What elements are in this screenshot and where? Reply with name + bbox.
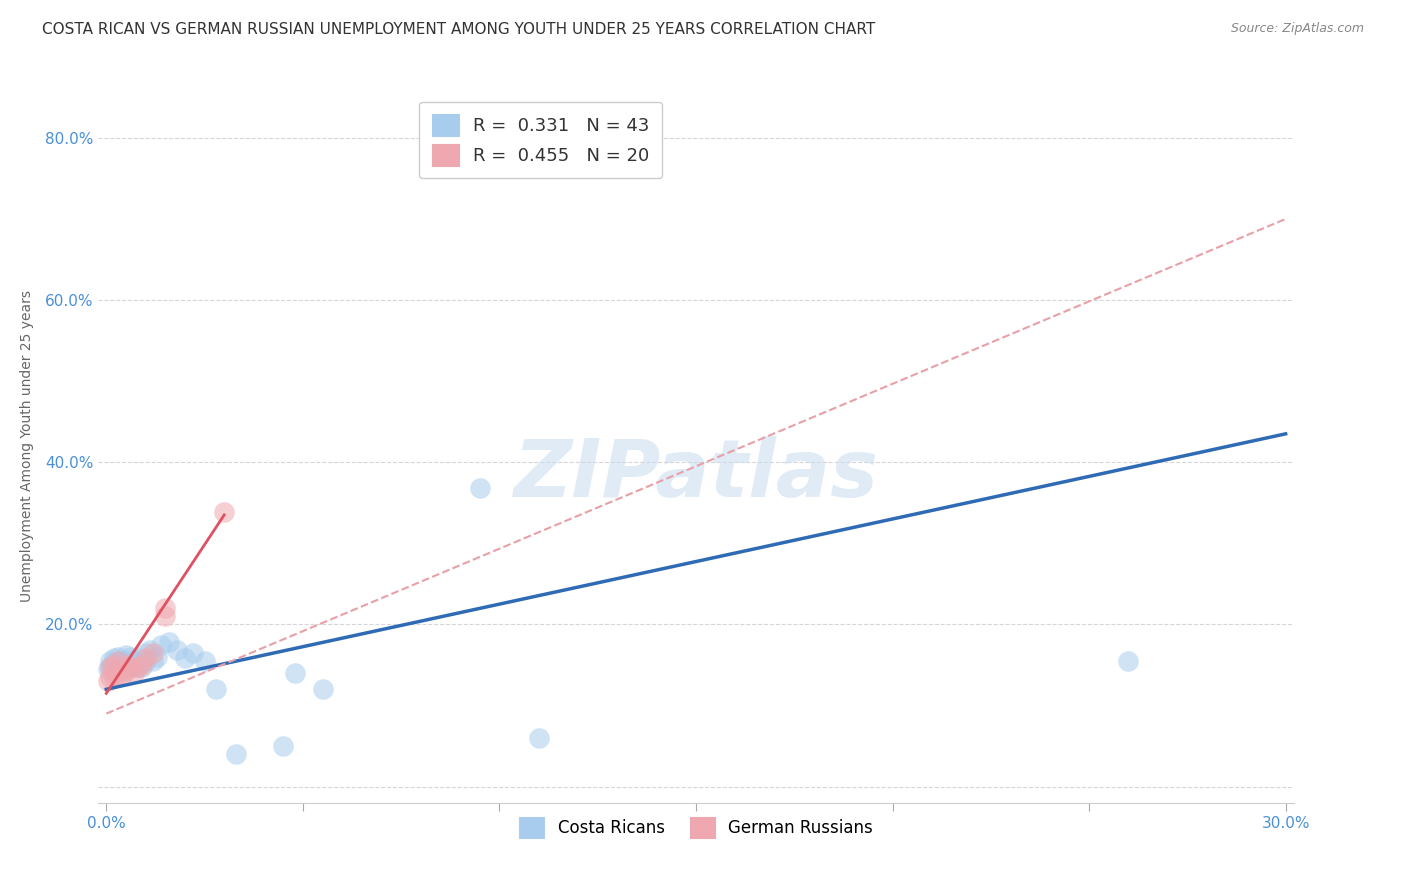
Point [111, 659, 134, 673]
Point [142, 646, 165, 660]
Point [111, 667, 134, 681]
Point [97, 662, 120, 676]
Point [103, 657, 125, 672]
Point [138, 643, 160, 657]
Point [115, 657, 138, 672]
Point [103, 651, 125, 665]
Point [174, 651, 197, 665]
Point [122, 659, 145, 673]
Point [98, 659, 121, 673]
Point [271, 739, 294, 753]
Point [98, 654, 121, 668]
Point [1118, 654, 1140, 668]
Point [115, 664, 138, 678]
Point [150, 638, 173, 652]
Point [122, 654, 145, 668]
Point [135, 651, 157, 665]
Point [527, 731, 550, 745]
Point [135, 654, 157, 668]
Point [103, 670, 125, 684]
Point [107, 654, 129, 668]
Point [103, 664, 125, 678]
Point [468, 481, 491, 495]
Point [97, 674, 120, 689]
Point [115, 654, 138, 668]
Point [122, 666, 145, 681]
Point [311, 682, 333, 697]
Point [181, 646, 204, 660]
Point [127, 659, 149, 673]
Point [127, 659, 149, 673]
Point [155, 609, 177, 624]
Point [98, 659, 121, 673]
Point [155, 601, 177, 615]
Point [166, 643, 188, 657]
Y-axis label: Unemployment Among Youth under 25 years: Unemployment Among Youth under 25 years [20, 290, 34, 602]
Point [105, 659, 128, 673]
Point [118, 659, 141, 673]
Point [103, 657, 125, 671]
Point [127, 651, 149, 665]
Text: ZIPatlas: ZIPatlas [513, 435, 879, 514]
Legend: Costa Ricans, German Russians: Costa Ricans, German Russians [513, 811, 879, 845]
Point [118, 656, 141, 670]
Point [118, 649, 141, 664]
Point [146, 649, 169, 664]
Point [225, 747, 247, 761]
Point [193, 654, 215, 668]
Point [157, 635, 180, 649]
Point [212, 506, 235, 520]
Point [107, 654, 129, 668]
Point [111, 654, 134, 668]
Point [107, 667, 129, 681]
Point [115, 659, 138, 673]
Point [131, 654, 153, 668]
Point [284, 666, 307, 681]
Point [101, 657, 124, 672]
Point [107, 649, 129, 664]
Point [98, 670, 121, 684]
Point [118, 659, 141, 673]
Point [142, 654, 165, 668]
Point [131, 657, 153, 672]
Point [131, 659, 153, 673]
Text: COSTA RICAN VS GERMAN RUSSIAN UNEMPLOYMENT AMONG YOUTH UNDER 25 YEARS CORRELATIO: COSTA RICAN VS GERMAN RUSSIAN UNEMPLOYME… [42, 22, 876, 37]
Point [115, 648, 138, 663]
Point [205, 682, 228, 697]
Point [135, 646, 157, 660]
Point [107, 657, 129, 672]
Text: Source: ZipAtlas.com: Source: ZipAtlas.com [1230, 22, 1364, 36]
